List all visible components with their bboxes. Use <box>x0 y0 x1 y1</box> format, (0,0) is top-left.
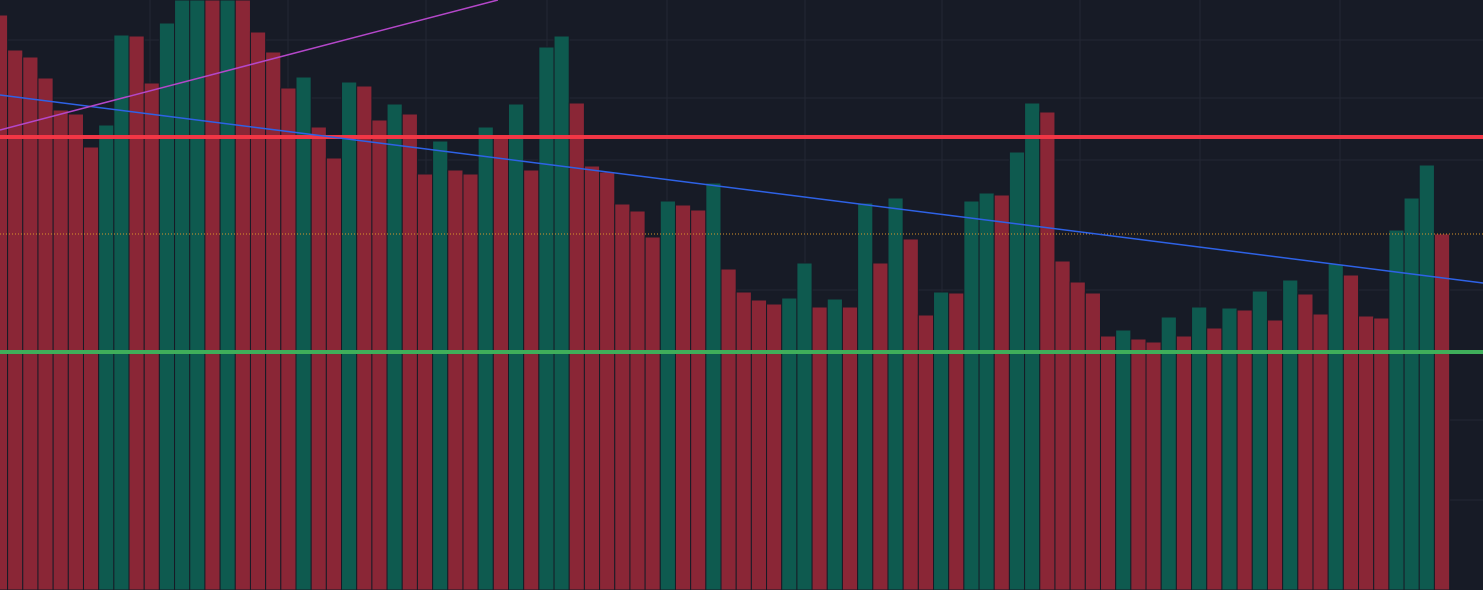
bar <box>98 124 115 590</box>
bar <box>1418 164 1435 590</box>
bar <box>1388 229 1405 590</box>
bar <box>1145 341 1162 590</box>
bar <box>705 182 722 590</box>
bar <box>234 0 251 590</box>
bar <box>1099 335 1117 590</box>
bar <box>568 102 585 590</box>
bar <box>174 0 191 590</box>
bar <box>341 81 358 590</box>
bar <box>735 291 752 590</box>
bar <box>325 157 343 590</box>
trend-line <box>0 94 1483 284</box>
bar <box>523 169 540 590</box>
bar <box>371 119 388 590</box>
bar <box>614 203 631 590</box>
bar <box>447 169 464 590</box>
bar <box>432 140 449 590</box>
bar <box>295 76 312 590</box>
bar <box>781 297 798 590</box>
bar <box>492 134 510 590</box>
bar <box>690 209 707 590</box>
bar <box>538 46 555 590</box>
bar <box>1130 338 1147 590</box>
bar <box>948 292 965 590</box>
bar <box>1206 327 1223 590</box>
bar <box>1297 293 1314 590</box>
trend-line <box>0 0 499 131</box>
bar <box>1069 281 1086 590</box>
bar <box>1115 329 1132 590</box>
bar <box>204 0 221 590</box>
bar <box>386 103 403 590</box>
bar <box>249 31 267 590</box>
bar <box>1433 233 1451 590</box>
bar <box>143 82 160 590</box>
bar <box>189 0 206 590</box>
bar <box>1160 316 1177 590</box>
bar <box>462 173 479 590</box>
bar <box>356 85 373 590</box>
bar <box>1266 319 1284 590</box>
bar <box>0 14 9 590</box>
bar <box>1358 315 1375 590</box>
bar <box>659 200 676 590</box>
bar <box>583 165 601 590</box>
bar <box>933 291 950 590</box>
bar <box>37 77 54 590</box>
bar <box>128 35 145 590</box>
bar <box>1084 292 1101 590</box>
bar <box>265 51 282 590</box>
bar <box>416 173 434 590</box>
bar <box>811 306 828 590</box>
bar <box>280 87 297 590</box>
bar <box>993 194 1010 590</box>
bar <box>796 262 813 590</box>
bar <box>1024 102 1041 590</box>
bar <box>750 299 768 590</box>
bar <box>857 202 874 590</box>
bar <box>1403 197 1420 590</box>
bar <box>310 126 327 590</box>
bar <box>508 103 525 590</box>
bar <box>766 303 783 590</box>
bar <box>720 268 737 590</box>
bar <box>629 210 646 590</box>
bar <box>82 146 100 590</box>
bar <box>1054 260 1071 590</box>
bar <box>1175 335 1193 590</box>
bar <box>963 200 980 590</box>
bar <box>1373 317 1390 590</box>
bar <box>674 204 692 590</box>
bar <box>902 238 919 590</box>
bar <box>917 314 935 590</box>
bar <box>1251 290 1268 590</box>
bar <box>219 0 236 590</box>
bar <box>599 171 616 590</box>
bar <box>1327 263 1344 590</box>
bar <box>1312 313 1329 590</box>
bar <box>477 126 494 590</box>
bar <box>978 192 995 590</box>
bar <box>158 22 176 590</box>
bar <box>826 298 843 590</box>
bar <box>1282 279 1299 590</box>
bar <box>113 34 130 590</box>
bar <box>872 262 889 590</box>
bar <box>644 236 661 590</box>
bar <box>1191 306 1208 590</box>
bar <box>7 49 24 590</box>
bar <box>1008 151 1026 590</box>
bar <box>841 306 859 590</box>
bar <box>887 197 904 590</box>
bar <box>1342 274 1360 590</box>
bar <box>553 35 570 590</box>
